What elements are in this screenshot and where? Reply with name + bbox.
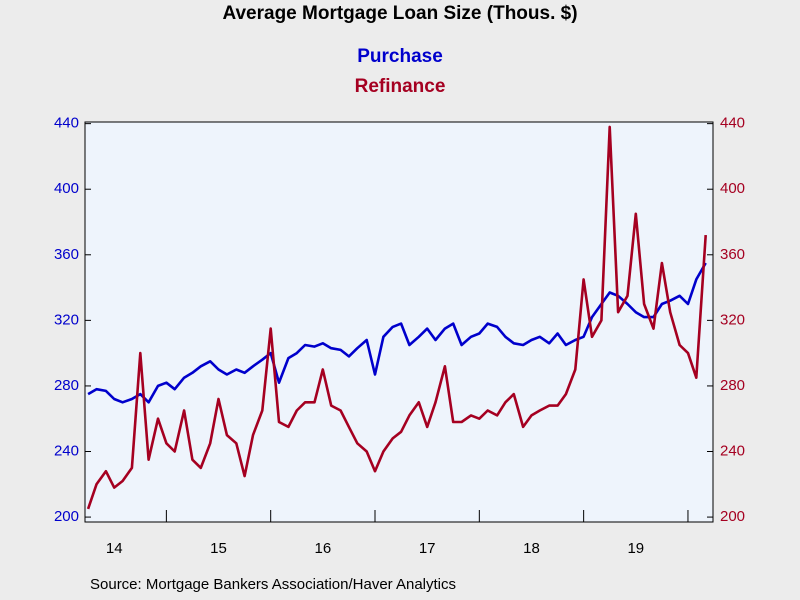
y-tick-label: 280 [54, 377, 79, 394]
y2-tick-label: 320 [720, 311, 745, 328]
y-tick-label: 400 [54, 180, 79, 197]
x-tick-label: 14 [106, 540, 123, 557]
y2-tick-label: 400 [720, 180, 745, 197]
y2-tick-label: 240 [720, 442, 745, 459]
x-tick-label: 18 [523, 540, 540, 557]
y2-tick-label: 360 [720, 246, 745, 263]
x-tick-label: 19 [627, 540, 644, 557]
plot-area [84, 121, 714, 523]
y2-tick-label: 440 [720, 115, 745, 132]
legend-entry: Refinance [355, 76, 446, 97]
y-tick-label: 360 [54, 246, 79, 263]
y-tick-label: 240 [54, 442, 79, 459]
chart-title: Average Mortgage Loan Size (Thous. $) [222, 3, 577, 24]
x-tick-label: 15 [210, 540, 227, 557]
y2-tick-label: 280 [720, 377, 745, 394]
series-line [86, 125, 707, 510]
x-tick-label: 17 [419, 540, 436, 557]
y2-tick-label: 200 [720, 508, 745, 525]
y-tick-label: 200 [54, 508, 79, 525]
y-tick-label: 440 [54, 115, 79, 132]
source-note: Source: Mortgage Bankers Association/Hav… [90, 576, 456, 593]
x-tick-label: 16 [315, 540, 332, 557]
legend-entry: Purchase [357, 46, 443, 67]
y-tick-label: 320 [54, 311, 79, 328]
